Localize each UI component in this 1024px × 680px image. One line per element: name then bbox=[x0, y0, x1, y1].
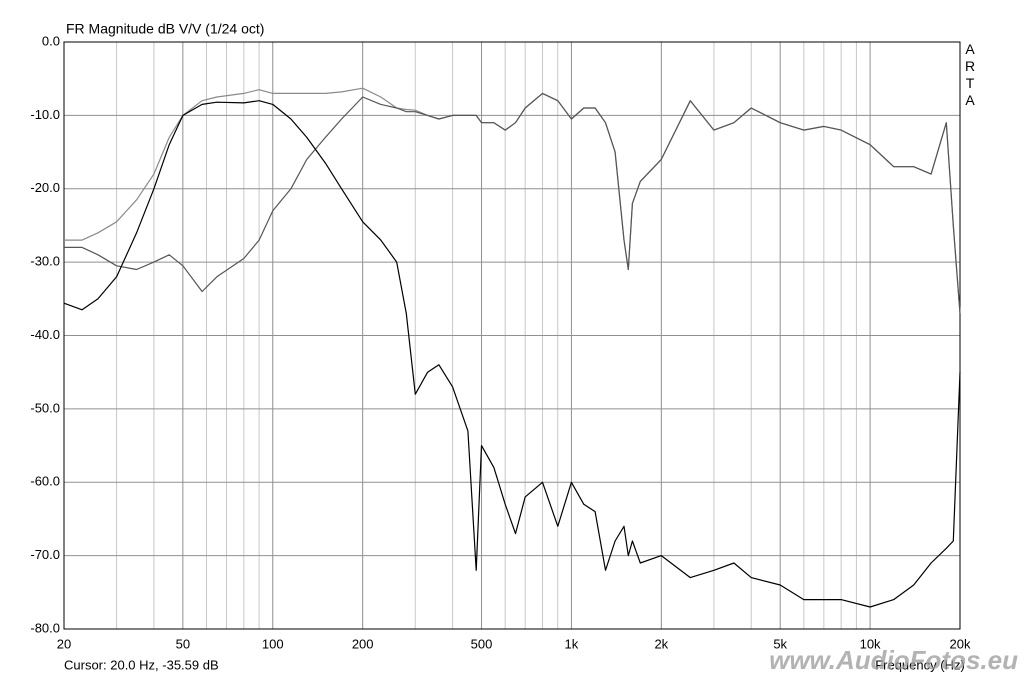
x-tick-label: 10k bbox=[860, 636, 881, 651]
y-tick-label: -60.0 bbox=[30, 474, 60, 489]
cursor-readout: Cursor: 20.0 Hz, -35.59 dB bbox=[64, 657, 219, 672]
x-tick-label: 200 bbox=[352, 636, 374, 651]
series-line bbox=[63, 100, 961, 608]
x-tick-label: 5k bbox=[773, 636, 787, 651]
x-tick-label: 1k bbox=[565, 636, 579, 651]
y-tick-label: -40.0 bbox=[30, 327, 60, 342]
y-tick-label: -10.0 bbox=[30, 107, 60, 122]
chart-title: FR Magnitude dB V/V (1/24 oct) bbox=[66, 21, 264, 37]
series-line bbox=[64, 92, 961, 314]
y-tick-label: -20.0 bbox=[30, 180, 60, 195]
x-tick-label: 500 bbox=[471, 636, 493, 651]
x-tick-label: 100 bbox=[262, 636, 284, 651]
y-tick-label: -50.0 bbox=[30, 400, 60, 415]
x-tick-label: 20 bbox=[57, 636, 71, 651]
x-axis-label: Frequency (Hz) bbox=[875, 657, 965, 672]
y-tick-label: -70.0 bbox=[30, 547, 60, 562]
watermark: www.AudioFotos.eu bbox=[769, 645, 1018, 675]
y-tick-label: 0.0 bbox=[42, 33, 60, 48]
x-tick-label: 20k bbox=[950, 636, 971, 651]
plot-frame bbox=[63, 41, 961, 630]
y-tick-label: -80.0 bbox=[30, 620, 60, 635]
x-tick-label: 50 bbox=[176, 636, 190, 651]
y-tick-label: -30.0 bbox=[30, 254, 60, 269]
x-tick-label: 2k bbox=[654, 636, 668, 651]
